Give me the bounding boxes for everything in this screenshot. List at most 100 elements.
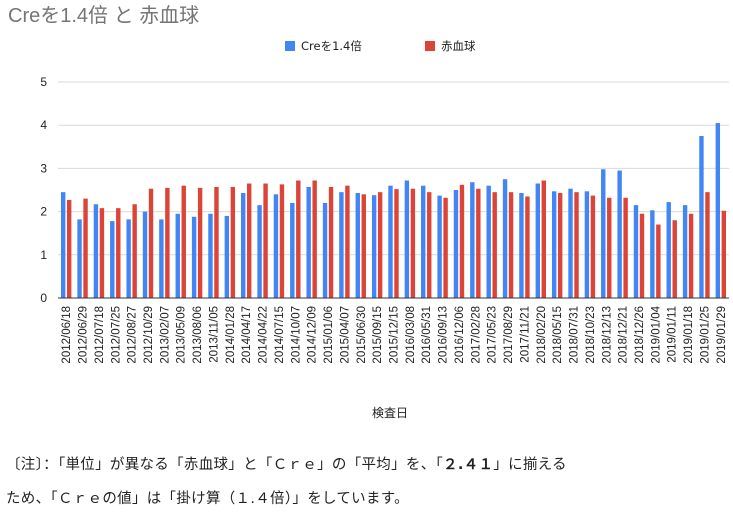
bars	[58, 123, 729, 299]
bar-cre	[257, 205, 262, 298]
bar-rbc	[688, 213, 694, 298]
x-tick-label: 2016/09/13	[438, 306, 450, 364]
bar-rbc	[116, 208, 121, 298]
bar-cre	[191, 216, 197, 298]
bar-rbc	[574, 192, 579, 298]
x-tick-label: 2013/11/05	[208, 306, 220, 363]
bar-rbc	[394, 189, 399, 298]
bar-rbc	[443, 197, 448, 298]
legend: Creを1.4倍 赤血球	[285, 39, 476, 53]
x-tick-label: 2018/12/13	[601, 306, 613, 364]
bar-rbc	[132, 204, 137, 298]
bar-rbc	[410, 188, 416, 298]
x-tick-label: 2017/08/29	[503, 306, 515, 364]
x-tick-label: 2012/06/18	[61, 306, 73, 364]
note-line-1-suffix: 」に揃える	[493, 457, 567, 473]
bar-rbc	[148, 188, 154, 298]
x-tick-label: 2015/01/06	[323, 306, 335, 364]
y-tick-label: 0	[40, 291, 47, 305]
y-axis-ticks: 0 1 2 3 4 5	[40, 75, 47, 305]
x-tick-label: 2019/01/29	[716, 306, 728, 364]
note-line-1-prefix: 〔注〕：「単位」が異なる「赤血球」と「Ｃｒｅ」の「平均」を、「	[6, 457, 444, 473]
x-tick-label: 2012/07/18	[94, 306, 106, 364]
bar-cre	[208, 213, 213, 298]
bar-cre	[437, 195, 442, 298]
bar-cre	[633, 205, 639, 298]
bar-rbc	[263, 183, 268, 298]
bar-rbc	[181, 185, 186, 298]
bar-rbc	[345, 185, 350, 298]
y-tick-label: 3	[40, 161, 47, 175]
legend-label-rbc: 赤血球	[441, 39, 476, 53]
x-tick-label: 2012/08/27	[127, 306, 139, 364]
chart-title: Creを1.4倍 と 赤血球	[8, 4, 199, 27]
x-tick-label: 2013/02/07	[159, 306, 171, 364]
bar-cre	[601, 169, 606, 298]
bar-rbc	[377, 192, 383, 298]
bar-cre	[175, 213, 180, 298]
bar-cre	[584, 191, 590, 298]
x-tick-label: 2017/11/21	[519, 306, 531, 363]
bar-cre	[241, 193, 246, 298]
x-tick-label: 2014/12/09	[307, 306, 319, 364]
bar-rbc	[296, 180, 301, 298]
bar-rbc	[230, 186, 236, 298]
bar-cre	[682, 205, 688, 298]
bar-cre	[715, 123, 721, 298]
x-tick-label: 2014/07/15	[274, 306, 286, 364]
x-tick-label: 2016/03/08	[405, 306, 417, 364]
bar-rbc	[328, 186, 334, 298]
bar-cre	[699, 136, 704, 298]
note-line-1: 〔注〕：「単位」が異なる「赤血球」と「Ｃｒｅ」の「平均」を、「２.４１」に揃える	[6, 453, 567, 474]
x-tick-label: 2014/10/07	[290, 306, 302, 364]
bar-cre	[339, 192, 344, 298]
bar-cre	[290, 202, 295, 298]
bar-rbc	[607, 197, 612, 298]
note-line-2: ため、「Ｃｒｅの値」は「掛け算（１.４倍）」をしています。	[6, 491, 409, 507]
x-tick-label: 2015/04/07	[339, 306, 351, 364]
bar-cre	[404, 180, 410, 298]
x-tick-label: 2018/05/15	[552, 306, 564, 364]
bar-cre	[388, 185, 393, 298]
bar-rbc	[541, 180, 546, 298]
x-tick-label: 2015/06/30	[356, 306, 368, 364]
bar-rbc	[66, 199, 72, 298]
x-tick-label: 2015/09/15	[372, 306, 384, 364]
x-tick-label: 2018/02/20	[536, 306, 548, 364]
bar-cre	[666, 202, 671, 298]
x-tick-label: 2013/08/06	[192, 306, 204, 364]
bar-cre	[421, 185, 426, 298]
bar-cre	[502, 179, 508, 298]
bar-rbc	[508, 192, 514, 298]
bar-rbc	[312, 180, 317, 298]
bar-cre	[535, 183, 540, 298]
x-tick-label: 2014/01/28	[225, 306, 237, 364]
bar-cre	[453, 190, 459, 298]
bar-cre	[273, 194, 279, 298]
legend-label-cre: Creを1.4倍	[301, 39, 362, 53]
bar-rbc	[672, 220, 677, 298]
bar-rbc	[705, 192, 710, 298]
x-tick-label: 2012/10/29	[143, 306, 155, 364]
x-tick-label: 2018/12/21	[618, 306, 630, 364]
x-tick-label: 2018/12/26	[634, 306, 646, 364]
bar-cre	[110, 221, 115, 298]
x-axis-label: 検査日	[372, 406, 408, 420]
bar-cre	[355, 193, 360, 298]
x-tick-label: 2016/12/06	[454, 306, 466, 364]
bar-cre	[142, 211, 148, 298]
bar-cre	[93, 204, 99, 298]
bar-rbc	[83, 198, 88, 298]
bar-cre	[470, 182, 475, 298]
bar-rbc	[459, 184, 465, 298]
bar-rbc	[476, 188, 481, 298]
bar-rbc	[557, 193, 563, 298]
bar-rbc	[427, 192, 432, 298]
bar-rbc	[525, 196, 530, 298]
bar-cre	[371, 195, 377, 298]
bar-cre	[568, 188, 573, 298]
x-axis-ticks: 2012/06/18 2012/06/29 2012/07/18 2012/07/25…	[61, 305, 728, 363]
gridlines	[58, 81, 729, 299]
bar-rbc	[247, 183, 252, 298]
